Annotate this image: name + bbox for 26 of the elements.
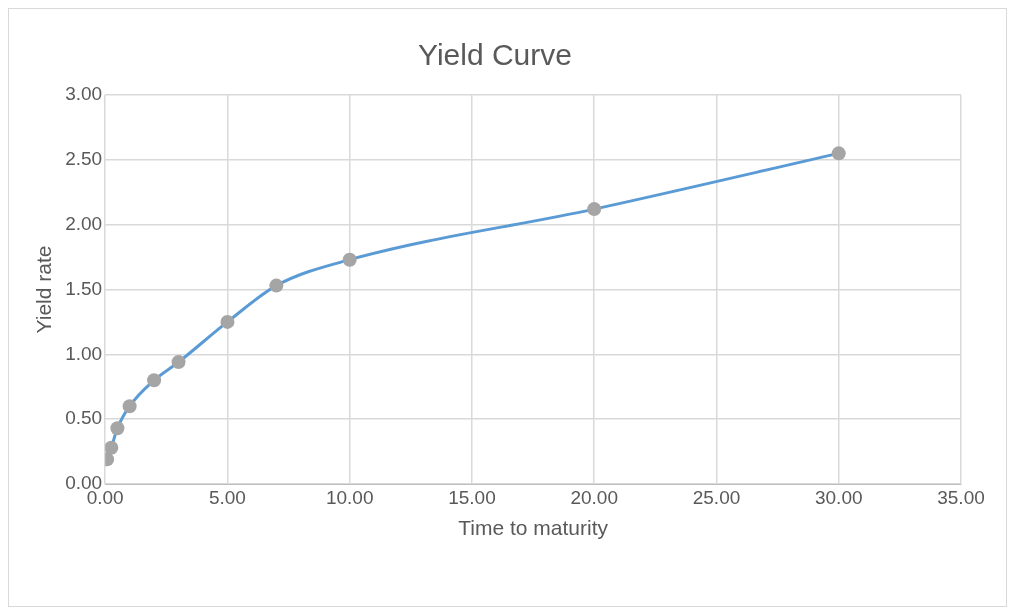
y-tick-label: 1.00 [65,342,103,364]
point [342,252,357,267]
point [831,146,846,161]
x-tick-label: 20.00 [570,486,618,508]
x-tick-label: 35.00 [937,486,985,508]
point [587,202,602,217]
x-tick-label: 25.00 [692,486,741,508]
point [171,355,186,370]
chart-title: Yield Curve [418,38,572,72]
point [220,314,235,329]
x-tick-label: 10.00 [325,486,374,508]
point [147,373,162,388]
x-axis-title: Time to maturity [458,516,609,540]
point [110,421,125,436]
x-tick-label: 5.00 [208,486,246,508]
point [269,278,284,293]
x-tick-label: 30.00 [814,486,863,508]
y-axis-title: Yield rate [32,245,56,334]
y-tick-label: 2.00 [65,212,103,234]
y-tick-label: 2.50 [65,148,103,170]
y-tick-label: 3.00 [65,83,103,105]
x-tick-label: 15.00 [448,486,496,508]
point [105,440,119,455]
point [122,399,137,414]
y-tick-label: 0.50 [65,407,103,429]
y-tick-label: 1.50 [65,277,103,299]
